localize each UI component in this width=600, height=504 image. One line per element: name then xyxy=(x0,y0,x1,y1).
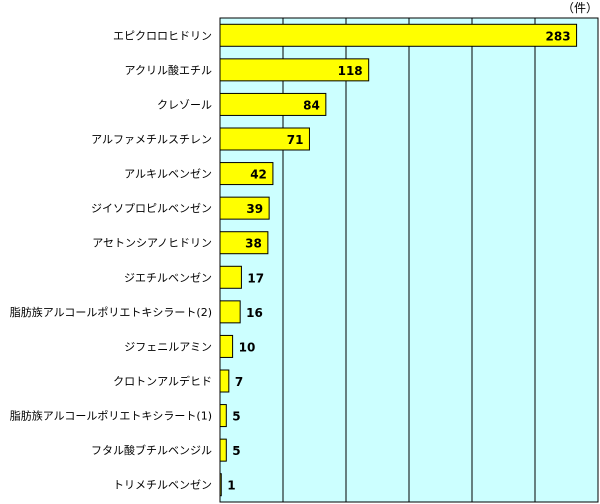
category-label: アセトンシアノヒドリン xyxy=(92,237,212,250)
value-label: 17 xyxy=(247,271,264,285)
bar xyxy=(219,369,230,393)
category-label: フタル酸ブチルベンジル xyxy=(91,443,212,457)
bar xyxy=(219,58,370,82)
bar xyxy=(219,92,327,116)
unit-label: （件） xyxy=(562,1,598,15)
value-label: 283 xyxy=(546,29,571,43)
category-label: トリメチルベンゼン xyxy=(113,479,212,492)
category-label: 脂肪族アルコールポリエトキシラート(2) xyxy=(10,305,212,319)
category-labels: エピクロロヒドリンアクリル酸エチルクレゾールアルファメチルスチレンアルキルベンゼ… xyxy=(10,29,212,491)
value-label: 5 xyxy=(232,444,240,458)
category-label: エピクロロヒドリン xyxy=(113,29,212,42)
category-label: ジフェニルアミン xyxy=(124,340,212,353)
category-label: クロトンアルデヒド xyxy=(113,374,212,388)
value-label: 118 xyxy=(338,64,363,78)
category-label: ジエチルベンゼン xyxy=(124,271,212,284)
category-label: 脂肪族アルコールポリエトキシラート(1) xyxy=(10,409,212,423)
value-label: 84 xyxy=(303,98,320,112)
bar xyxy=(219,162,274,186)
category-label: ジイソプロピルベンゼン xyxy=(91,202,212,215)
value-label: 39 xyxy=(246,202,263,216)
value-label: 71 xyxy=(287,133,304,147)
value-label: 38 xyxy=(245,237,262,251)
bar xyxy=(219,231,269,255)
value-label: 5 xyxy=(232,410,240,424)
value-labels: 283 118 84 71 42 39 38 17 16 10 7 5 5 1 xyxy=(227,29,570,492)
bar xyxy=(219,300,241,324)
bars xyxy=(219,23,578,497)
value-label: 1 xyxy=(227,479,235,493)
bar xyxy=(219,438,227,462)
category-label: アルキルベンゼン xyxy=(124,168,212,181)
bar xyxy=(219,473,222,497)
value-label: 42 xyxy=(250,168,267,182)
value-label: 10 xyxy=(239,340,256,354)
bar xyxy=(219,23,578,47)
bar xyxy=(219,404,227,428)
bar xyxy=(219,334,234,358)
bar xyxy=(219,127,310,151)
value-label: 16 xyxy=(246,306,263,320)
value-label: 7 xyxy=(235,375,243,389)
bar xyxy=(219,196,270,220)
bar xyxy=(219,265,242,289)
category-label: クレゾール xyxy=(157,98,212,111)
category-label: アルファメチルスチレン xyxy=(91,133,212,146)
category-label: アクリル酸エチル xyxy=(125,63,212,77)
